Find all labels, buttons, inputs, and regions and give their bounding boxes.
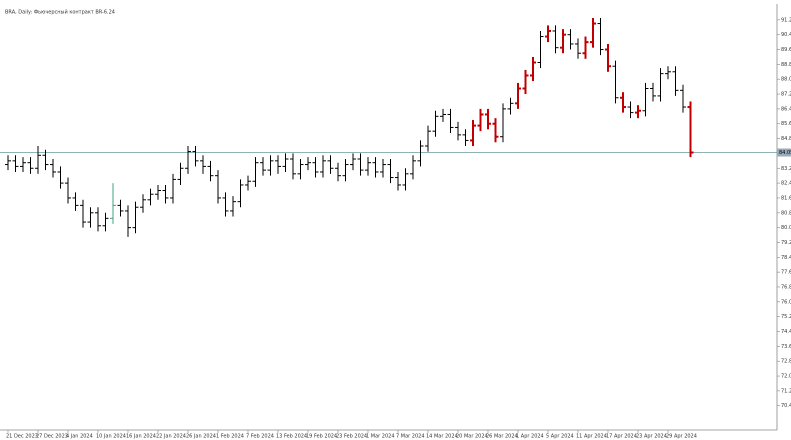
y-tick-label: 80.80 [781,210,791,216]
y-tick-label: 91.20 [781,17,791,23]
y-tick-label: 87.20 [781,92,791,98]
y-tick-label: 82.40 [781,181,791,187]
x-tick-label: 10 Jan 2024 [96,434,126,440]
x-tick-label: 4 Jan 2024 [66,434,93,440]
x-tick-label: 13 Feb 2024 [276,434,307,440]
x-tick-label: 14 Mar 2024 [426,434,458,440]
x-tick-label: 29 Apr 2024 [666,434,697,440]
chart-title: BRA, Daily: Фьючерсный контракт BR-6.24 [5,9,115,16]
x-tick-label: 16 Jan 2024 [126,434,156,440]
y-tick-label: 74.40 [781,329,791,335]
y-tick-label: 78.40 [781,255,791,261]
x-tick-label: 1 Feb 2024 [216,434,244,440]
y-tick-label: 73.60 [781,344,791,350]
x-tick-label: 21 Dec 2023 [6,434,38,440]
x-tick-label: 1 Mar 2024 [366,434,395,440]
y-tick-label: 88.00 [781,77,791,83]
x-tick-label: 23 Apr 2024 [636,434,667,440]
x-tick-label: 20 Mar 2024 [456,434,488,440]
last-price-label: 84.05 [779,150,791,156]
x-tick-label: 7 Feb 2024 [246,434,274,440]
y-tick-label: 75.20 [781,314,791,320]
last-price-box [777,148,791,157]
y-tick-label: 84.80 [781,136,791,142]
x-tick-label: 26 Mar 2024 [486,434,518,440]
y-tick-label: 90.40 [781,32,791,38]
x-tick-label: 23 Feb 2024 [336,434,367,440]
y-tick-label: 85.60 [781,121,791,127]
x-tick-label: 22 Jan 2024 [156,434,186,440]
y-tick-label: 79.20 [781,240,791,246]
y-tick-label: 77.60 [781,270,791,276]
x-tick-label: 27 Dec 2023 [36,434,68,440]
y-tick-label: 81.60 [781,195,791,201]
x-tick-label: 11 Apr 2024 [576,434,607,440]
x-tick-label: 5 Apr 2024 [546,434,574,440]
x-tick-label: 7 Mar 2024 [396,434,425,440]
y-tick-label: 70.40 [781,403,791,409]
x-tick-label: 19 Feb 2024 [306,434,337,440]
y-tick-label: 83.20 [781,166,791,172]
y-tick-label: 72.80 [781,359,791,365]
y-tick-label: 72.00 [781,374,791,380]
y-tick-label: 88.80 [781,62,791,68]
y-tick-label: 71.20 [781,388,791,394]
x-tick-label: 1 Apr 2024 [516,434,544,440]
y-tick-label: 80.00 [781,225,791,231]
x-tick-label: 17 Apr 2024 [606,434,637,440]
y-tick-label: 76.80 [781,285,791,291]
y-tick-label: 76.00 [781,299,791,305]
y-tick-label: 89.60 [781,47,791,53]
y-tick-label: 86.40 [781,106,791,112]
x-tick-label: 26 Jan 2024 [186,434,216,440]
